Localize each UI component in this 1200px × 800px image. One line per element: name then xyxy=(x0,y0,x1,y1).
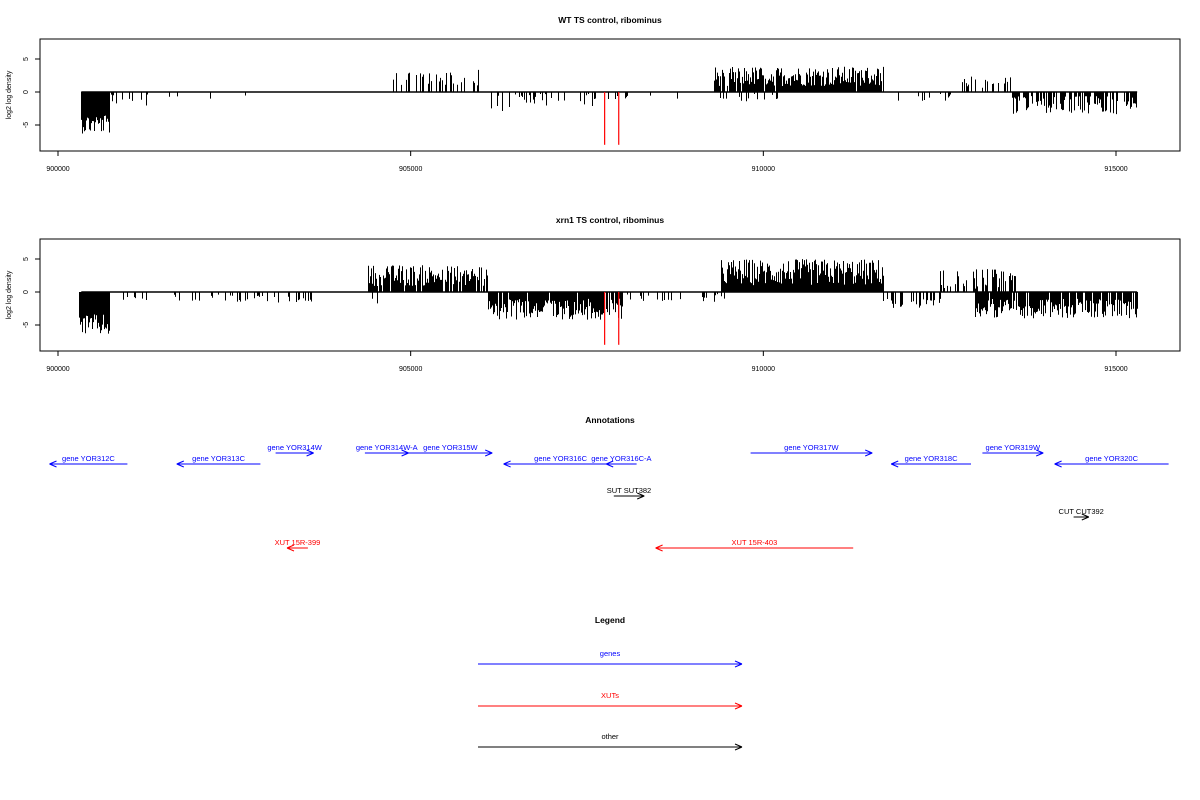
annotation-arrow xyxy=(606,460,637,468)
legend-arrow-genes xyxy=(478,660,743,668)
legend: Legend genes XUTs other xyxy=(478,615,743,751)
annotation-arrow xyxy=(408,449,493,457)
annotation-arrow xyxy=(982,449,1044,457)
xrn1-y-axis-label: log2 log density xyxy=(6,270,13,319)
wt-coverage-bars xyxy=(81,66,1138,134)
legend-entries: genes XUTs other xyxy=(478,649,743,751)
wt-y-tick-label: 0 xyxy=(23,90,30,94)
annotations-track: Annotations gene YOR312C gene YOR313Cgene… xyxy=(49,415,1169,552)
wt-x-tick-label: 915000 xyxy=(1104,166,1127,173)
annotation-label: gene YOR319W xyxy=(986,443,1041,452)
xrn1-x-tick-label: 915000 xyxy=(1104,366,1127,373)
annotation-arrow xyxy=(891,460,971,468)
annotation-label: gene YOR320C xyxy=(1085,454,1138,463)
annotation-arrow xyxy=(655,544,854,552)
wt-plot-frame xyxy=(39,38,1181,152)
legend-arrow-other xyxy=(478,743,743,751)
wt-y-tick-label: 5 xyxy=(23,57,30,61)
xrn1-axis-ticks: 900000 905000 910000 915000 -5 0 5 xyxy=(23,257,1128,373)
legend-label-other: other xyxy=(601,732,619,741)
annotation-label: gene YOR316C-A xyxy=(591,454,651,463)
xrn1-x-tick-label: 905000 xyxy=(399,366,422,373)
xrn1-x-tick-label: 900000 xyxy=(46,366,69,373)
annotation-label: gene YOR313C xyxy=(192,454,245,463)
annotation-arrow xyxy=(364,449,409,457)
xrn1-panel-title: xrn1 TS control, ribominus xyxy=(556,215,664,225)
annotation-features: gene YOR312C gene YOR313C gene YOR314W gene… xyxy=(49,443,1169,552)
annotation-arrow xyxy=(1073,513,1089,521)
annotation-arrow xyxy=(275,449,314,457)
annotation-label: CUT CUT392 xyxy=(1059,507,1104,516)
annotation-label: gene YOR317W xyxy=(784,443,839,452)
wt-axis-ticks: 900000 905000 910000 915000 -5 0 5 xyxy=(23,57,1128,173)
annotation-label: gene YOR315W xyxy=(423,443,478,452)
legend-label-xuts: XUTs xyxy=(601,691,619,700)
annotation-label: gene YOR314W-A xyxy=(356,443,418,452)
annotation-arrow xyxy=(503,460,618,468)
xrn1-coverage-bars xyxy=(79,259,1138,334)
wt-x-tick-label: 905000 xyxy=(399,166,422,173)
legend-arrow-xuts xyxy=(478,702,743,710)
wt-coverage-panel: WT TS control, ribominus log2 log densit… xyxy=(6,15,1181,173)
annotations-title: Annotations xyxy=(585,415,635,425)
wt-red-markers xyxy=(604,92,620,145)
annotation-label: gene YOR314W xyxy=(267,443,322,452)
legend-label-genes: genes xyxy=(600,649,621,658)
annotation-label: gene YOR318C xyxy=(905,454,958,463)
annotation-label: gene YOR312C xyxy=(62,454,115,463)
wt-panel-title: WT TS control, ribominus xyxy=(558,15,662,25)
annotation-arrow xyxy=(286,544,308,552)
annotation-arrow xyxy=(750,449,873,457)
annotation-label: XUT 15R-403 xyxy=(732,538,778,547)
annotation-label: gene YOR316C xyxy=(534,454,587,463)
wt-x-tick-label: 900000 xyxy=(46,166,69,173)
xrn1-y-tick-label: 0 xyxy=(23,290,30,294)
wt-x-tick-label: 910000 xyxy=(752,166,775,173)
xrn1-plot-frame xyxy=(39,238,1181,352)
wt-y-axis-label: log2 log density xyxy=(6,70,13,119)
annotation-arrow xyxy=(176,460,261,468)
annotation-label: XUT 15R-399 xyxy=(275,538,321,547)
xrn1-red-markers xyxy=(604,292,620,345)
xrn1-coverage-panel: xrn1 TS control, ribominus log2 log dens… xyxy=(6,215,1181,373)
xrn1-x-tick-label: 910000 xyxy=(752,366,775,373)
annotation-arrow xyxy=(613,492,645,500)
annotation-arrow xyxy=(1054,460,1169,468)
legend-title: Legend xyxy=(595,615,625,625)
wt-y-tick-label: -5 xyxy=(23,122,30,128)
xrn1-y-tick-label: -5 xyxy=(23,322,30,328)
annotation-arrow xyxy=(49,460,128,468)
xrn1-y-tick-label: 5 xyxy=(23,257,30,261)
annotation-label: SUT SUT382 xyxy=(607,486,651,495)
